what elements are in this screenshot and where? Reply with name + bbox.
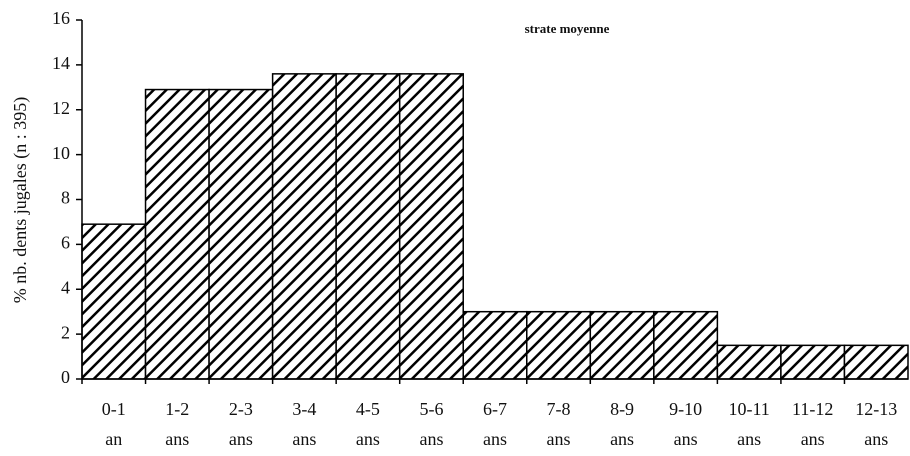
bar (526, 310, 592, 380)
x-tick-label: ans (165, 429, 189, 449)
y-tick-label: 12 (52, 98, 70, 118)
y-tick-label: 16 (52, 8, 70, 28)
x-tick-label: ans (483, 429, 507, 449)
x-tick-label: ans (801, 429, 825, 449)
bar (398, 73, 464, 380)
x-tick-label: ans (356, 429, 380, 449)
bar (335, 73, 401, 380)
x-tick-label: 10-11 (728, 399, 769, 419)
y-tick-label: 10 (52, 143, 70, 163)
x-tick-label: ans (547, 429, 571, 449)
y-tick-label: 2 (61, 322, 70, 342)
bar (843, 344, 909, 380)
x-tick-label: 11-12 (792, 399, 833, 419)
x-tick-label: 3-4 (292, 399, 316, 419)
bar (271, 73, 337, 380)
x-tick-label: ans (292, 429, 316, 449)
bar (653, 310, 719, 380)
x-tick-label: 9-10 (669, 399, 702, 419)
y-tick-label: 4 (61, 277, 70, 297)
x-tick-label: 7-8 (547, 399, 571, 419)
y-tick-label: 14 (52, 53, 70, 73)
x-tick-label: 1-2 (165, 399, 189, 419)
bar (208, 88, 274, 380)
x-tick-label: 8-9 (610, 399, 634, 419)
bar (780, 344, 846, 380)
bar (144, 88, 210, 380)
x-tick-label: ans (610, 429, 634, 449)
y-axis-label: % nb. dents jugales (n : 395) (10, 97, 31, 303)
bar (81, 223, 147, 380)
x-tick-label: 0-1 (102, 399, 126, 419)
x-tick-label: ans (737, 429, 761, 449)
y-tick-label: 8 (61, 188, 70, 208)
y-tick-label: 0 (61, 367, 70, 387)
x-tick-label: 2-3 (229, 399, 253, 419)
x-tick-label: 6-7 (483, 399, 507, 419)
x-tick-label: ans (674, 429, 698, 449)
x-tick-label: 5-6 (419, 399, 443, 419)
y-tick-label: 6 (61, 233, 70, 253)
x-tick-label: ans (864, 429, 888, 449)
bar (716, 344, 782, 380)
x-tick-label: ans (229, 429, 253, 449)
x-tick-label: an (105, 429, 122, 449)
bar (589, 310, 655, 380)
x-tick-label: 4-5 (356, 399, 380, 419)
x-tick-label: 12-13 (855, 399, 897, 419)
bar (462, 310, 528, 380)
chart-title: strate moyenne (525, 21, 610, 36)
x-tick-label: ans (419, 429, 443, 449)
